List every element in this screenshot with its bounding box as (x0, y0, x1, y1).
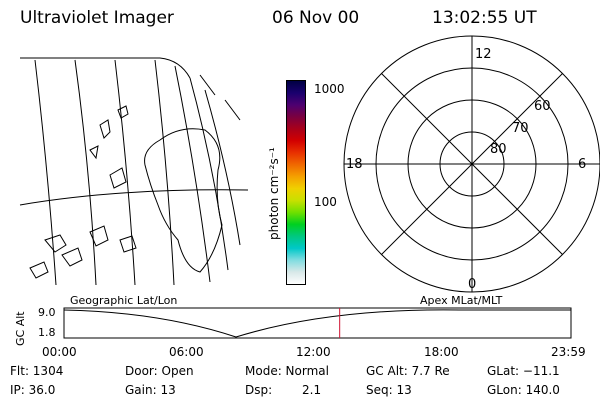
polar-lat-70: 70 (512, 121, 529, 136)
timeline-frame (63, 307, 572, 339)
status-dsp-value: 2.1 (302, 383, 322, 397)
polar-mlt-18: 18 (346, 157, 363, 172)
timeline-y-min: 1.8 (38, 326, 56, 339)
colorbar (286, 80, 306, 285)
timeline-x-2359: 23:59 (551, 345, 586, 359)
polar-diagonal-2 (381, 73, 563, 255)
status-door: Door: Open (125, 364, 194, 378)
map-grid-lines (19, 57, 249, 286)
timeline-right-title: Apex MLat/MLT (420, 294, 503, 307)
colorbar-tick-1000: 1000 (314, 82, 345, 96)
polar-lat-60: 60 (534, 99, 551, 114)
gc-alt-axis-label: GC Alt (14, 311, 27, 346)
polar-mlt-6: 6 (578, 157, 586, 172)
status-ip: IP: 36.0 (10, 383, 56, 397)
status-mode: Mode: Normal (245, 364, 329, 378)
date-label: 06 Nov 00 (272, 8, 360, 28)
status-flt: Flt: 1304 (10, 364, 64, 378)
timeline-left-title: Geographic Lat/Lon (70, 294, 178, 307)
colorbar-unit-label: photon cm⁻²s⁻¹ (267, 147, 281, 240)
time-label: 13:02:55 UT (432, 8, 537, 28)
status-dsp-label: Dsp: (245, 383, 273, 397)
colorbar-tick-100: 100 (314, 195, 337, 209)
instrument-title: Ultraviolet Imager (20, 8, 174, 28)
colorbar-unit: photon cm⁻²s⁻¹ (267, 147, 281, 240)
timeline-x-1200: 12:00 (296, 345, 331, 359)
polar-mlt-0: 0 (468, 277, 476, 292)
gc-alt-curve (63, 309, 571, 338)
polar-lat-80: 80 (490, 142, 507, 157)
timeline-x-1800: 18:00 (424, 345, 459, 359)
status-glon: GLon: 140.0 (487, 383, 560, 397)
status-glat: GLat: −11.1 (487, 364, 560, 378)
status-seq: Seq: 13 (366, 383, 412, 397)
status-gain: Gain: 13 (125, 383, 176, 397)
timeline-x-0600: 06:00 (169, 345, 204, 359)
timeline-y-max: 9.0 (38, 306, 56, 319)
polar-mlt-12: 12 (475, 47, 492, 62)
timeline-x-0000: 00:00 (42, 345, 77, 359)
timeline-axis-title: GC Alt (14, 311, 27, 346)
status-gc-alt: GC Alt: 7.7 Re (366, 364, 450, 378)
